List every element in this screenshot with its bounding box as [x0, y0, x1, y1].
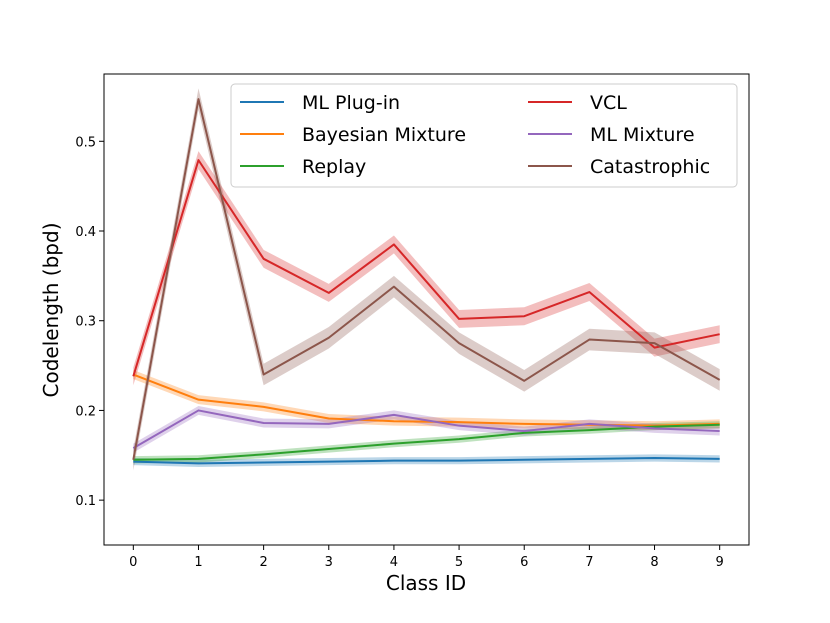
vcl-line — [132, 159, 720, 377]
ml-plug-in-legend-label: ML Plug-in — [302, 92, 400, 114]
replay-legend-label: Replay — [302, 156, 366, 178]
x-tick-label: 6 — [520, 555, 528, 570]
x-tick-label: 7 — [585, 555, 593, 570]
x-axis-ticks: 0 1 2 3 4 5 6 7 8 9 — [129, 545, 724, 570]
vcl-band — [133, 151, 720, 386]
catastrophic-line — [132, 98, 721, 460]
replay-line — [133, 423, 720, 461]
legend: ML Plug-in Bayesian Mixture Replay VCL ML Mi… — [230, 83, 738, 188]
y-tick-label: 0.4 — [75, 225, 96, 240]
x-tick-label: 0 — [129, 555, 137, 570]
series-lines — [132, 98, 721, 465]
plot-frame — [103, 73, 750, 546]
legend-frame — [230, 83, 738, 188]
y-axis-title: Codelength (bpd) — [39, 223, 63, 398]
ml-mixture-legend-label: ML Mixture — [590, 124, 695, 146]
y-tick-label: 0.5 — [75, 135, 96, 150]
ml-mixture-band — [133, 405, 720, 453]
x-tick-label: 1 — [194, 555, 202, 570]
vcl-legend-label: VCL — [590, 92, 627, 114]
x-axis-title: Class ID — [386, 571, 466, 595]
x-tick-label: 8 — [650, 555, 658, 570]
y-tick-label: 0.1 — [75, 494, 96, 509]
catastrophic-band — [133, 88, 720, 471]
catastrophic-legend-label: Catastrophic — [590, 156, 710, 178]
x-tick-label: 3 — [325, 555, 333, 570]
bayesian-mixture-legend-label: Bayesian Mixture — [302, 124, 466, 146]
y-tick-label: 0.3 — [75, 315, 96, 330]
x-tick-label: 9 — [716, 555, 724, 570]
ml-mixture-line — [132, 409, 720, 449]
x-tick-label: 5 — [455, 555, 463, 570]
y-axis-ticks: 0.1 0.2 0.3 0.4 0.5 — [75, 135, 104, 509]
bayesian-mixture-band — [133, 370, 720, 431]
x-tick-label: 2 — [259, 555, 267, 570]
x-tick-label: 4 — [390, 555, 398, 570]
ml-plug-in-line — [133, 456, 720, 465]
y-tick-label: 0.2 — [75, 404, 96, 419]
